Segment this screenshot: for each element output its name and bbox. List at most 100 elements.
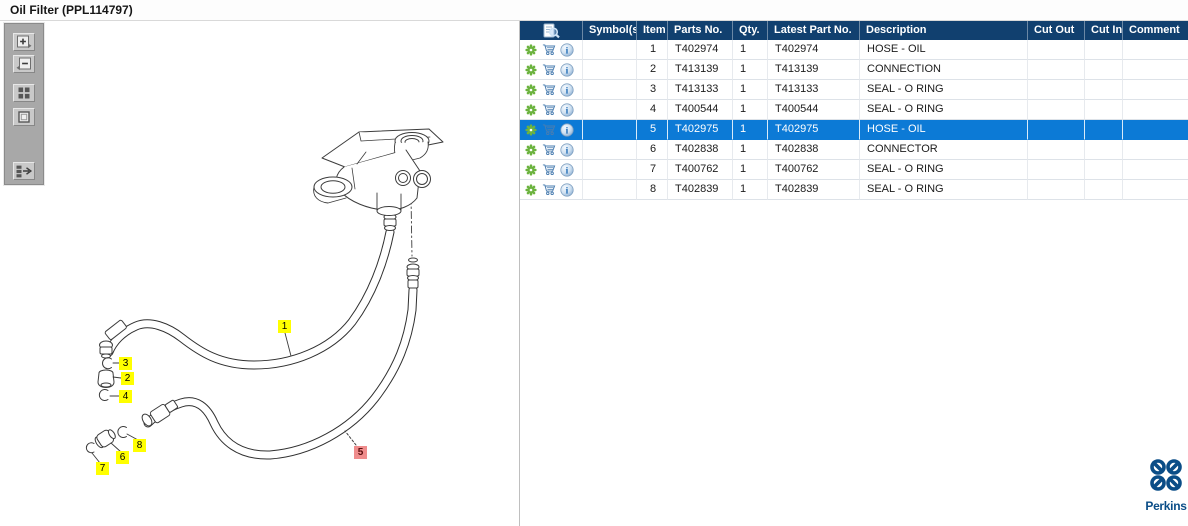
cell-latest-part-no: T400762 bbox=[768, 160, 860, 180]
cell-comment bbox=[1123, 120, 1188, 140]
cart-icon[interactable] bbox=[542, 103, 556, 117]
zoom-in-button[interactable] bbox=[13, 33, 35, 51]
cell-cut-out bbox=[1028, 80, 1085, 100]
gear-icon[interactable] bbox=[524, 103, 538, 117]
cell-parts-no: T402839 bbox=[668, 180, 733, 200]
parts-list-search-icon bbox=[520, 21, 583, 40]
table-row[interactable]: i 6 T402838 1 T402838 CONNECTOR bbox=[520, 140, 1188, 160]
table-row[interactable]: i 5 T402975 1 T402975 HOSE - OIL bbox=[520, 120, 1188, 140]
cart-icon[interactable] bbox=[542, 143, 556, 157]
table-row[interactable]: i 8 T402839 1 T402839 SEAL - O RING bbox=[520, 180, 1188, 200]
info-icon[interactable]: i bbox=[560, 43, 574, 57]
cell-qty: 1 bbox=[733, 140, 768, 160]
cell-qty: 1 bbox=[733, 100, 768, 120]
cell-qty: 1 bbox=[733, 40, 768, 60]
cart-icon[interactable] bbox=[542, 63, 556, 77]
table-row[interactable]: i 4 T400544 1 T400544 SEAL - O RING bbox=[520, 100, 1188, 120]
cart-icon[interactable] bbox=[542, 43, 556, 57]
table-row[interactable]: i 1 T402974 1 T402974 HOSE - OIL bbox=[520, 40, 1188, 60]
perkins-rings-icon bbox=[1148, 457, 1184, 493]
cell-qty: 1 bbox=[733, 160, 768, 180]
info-icon[interactable]: i bbox=[560, 163, 574, 177]
title-bar: Oil Filter (PPL114797) bbox=[0, 0, 1188, 21]
cell-description: CONNECTION bbox=[860, 60, 1028, 80]
info-icon[interactable]: i bbox=[560, 83, 574, 97]
callout-7[interactable]: 7 bbox=[96, 462, 109, 475]
cell-description: SEAL - O RING bbox=[860, 80, 1028, 100]
cell-cut-in bbox=[1085, 120, 1123, 140]
cell-cut-out bbox=[1028, 40, 1085, 60]
cell-item: 3 bbox=[637, 80, 668, 100]
cell-comment bbox=[1123, 40, 1188, 60]
gear-icon[interactable] bbox=[524, 163, 538, 177]
col-header-latest-part-no: Latest Part No. bbox=[768, 21, 860, 40]
svg-text:i: i bbox=[566, 166, 569, 176]
fit-view-button[interactable] bbox=[13, 108, 35, 126]
cell-symbols bbox=[583, 60, 637, 80]
info-icon[interactable]: i bbox=[560, 103, 574, 117]
cell-comment bbox=[1123, 140, 1188, 160]
cell-cut-out bbox=[1028, 120, 1085, 140]
cell-description: HOSE - OIL bbox=[860, 40, 1028, 60]
parts-table: Symbol(s) Item Parts No. Qty. Latest Par… bbox=[520, 21, 1188, 200]
cell-latest-part-no: T402975 bbox=[768, 120, 860, 140]
cart-icon[interactable] bbox=[542, 163, 556, 177]
col-header-parts-no: Parts No. bbox=[668, 21, 733, 40]
cell-cut-out bbox=[1028, 60, 1085, 80]
cell-latest-part-no: T402974 bbox=[768, 40, 860, 60]
row-actions: i bbox=[520, 140, 583, 160]
callout-3[interactable]: 3 bbox=[119, 357, 132, 370]
cell-latest-part-no: T413139 bbox=[768, 60, 860, 80]
table-row[interactable]: i 3 T413133 1 T413133 SEAL - O RING bbox=[520, 80, 1188, 100]
col-header-qty: Qty. bbox=[733, 21, 768, 40]
zoom-out-icon bbox=[16, 57, 32, 71]
gear-icon[interactable] bbox=[524, 83, 538, 97]
callout-4[interactable]: 4 bbox=[119, 390, 132, 403]
cell-latest-part-no: T400544 bbox=[768, 100, 860, 120]
table-header-row: Symbol(s) Item Parts No. Qty. Latest Par… bbox=[520, 21, 1188, 40]
cell-item: 1 bbox=[637, 40, 668, 60]
cell-symbols bbox=[583, 40, 637, 60]
zoom-out-button[interactable] bbox=[13, 55, 35, 73]
tile-grid-icon bbox=[17, 86, 31, 100]
diagram-toolbar bbox=[4, 23, 44, 185]
col-header-item: Item bbox=[637, 21, 668, 40]
col-header-description: Description bbox=[860, 21, 1028, 40]
table-row[interactable]: i 7 T400762 1 T400762 SEAL - O RING bbox=[520, 160, 1188, 180]
cart-icon[interactable] bbox=[542, 183, 556, 197]
gear-icon[interactable] bbox=[524, 123, 538, 137]
row-actions: i bbox=[520, 160, 583, 180]
info-icon[interactable]: i bbox=[560, 123, 574, 137]
gear-icon[interactable] bbox=[524, 143, 538, 157]
cell-cut-in bbox=[1085, 80, 1123, 100]
cell-symbols bbox=[583, 80, 637, 100]
cell-symbols bbox=[583, 180, 637, 200]
info-icon[interactable]: i bbox=[560, 183, 574, 197]
cell-parts-no: T400544 bbox=[668, 100, 733, 120]
cell-parts-no: T413139 bbox=[668, 60, 733, 80]
gear-icon[interactable] bbox=[524, 63, 538, 77]
col-header-cut-in: Cut In bbox=[1085, 21, 1123, 40]
tile-views-button[interactable] bbox=[13, 84, 35, 102]
callout-1[interactable]: 1 bbox=[278, 320, 291, 333]
cell-latest-part-no: T402839 bbox=[768, 180, 860, 200]
cell-symbols bbox=[583, 160, 637, 180]
gear-icon[interactable] bbox=[524, 183, 538, 197]
cart-icon[interactable] bbox=[542, 83, 556, 97]
callout-6[interactable]: 6 bbox=[116, 451, 129, 464]
info-icon[interactable]: i bbox=[560, 143, 574, 157]
gear-icon[interactable] bbox=[524, 43, 538, 57]
cell-cut-out bbox=[1028, 160, 1085, 180]
callout-8[interactable]: 8 bbox=[133, 439, 146, 452]
row-actions: i bbox=[520, 100, 583, 120]
list-arrow-icon bbox=[15, 164, 33, 178]
callout-2[interactable]: 2 bbox=[121, 372, 134, 385]
cell-qty: 1 bbox=[733, 80, 768, 100]
page-title: Oil Filter (PPL114797) bbox=[0, 0, 133, 17]
callout-5[interactable]: 5 bbox=[354, 446, 367, 459]
cart-icon[interactable] bbox=[542, 123, 556, 137]
info-icon[interactable]: i bbox=[560, 63, 574, 77]
col-header-comment: Comment bbox=[1123, 21, 1188, 40]
table-row[interactable]: i 2 T413139 1 T413139 CONNECTION bbox=[520, 60, 1188, 80]
export-list-button[interactable] bbox=[13, 162, 35, 180]
